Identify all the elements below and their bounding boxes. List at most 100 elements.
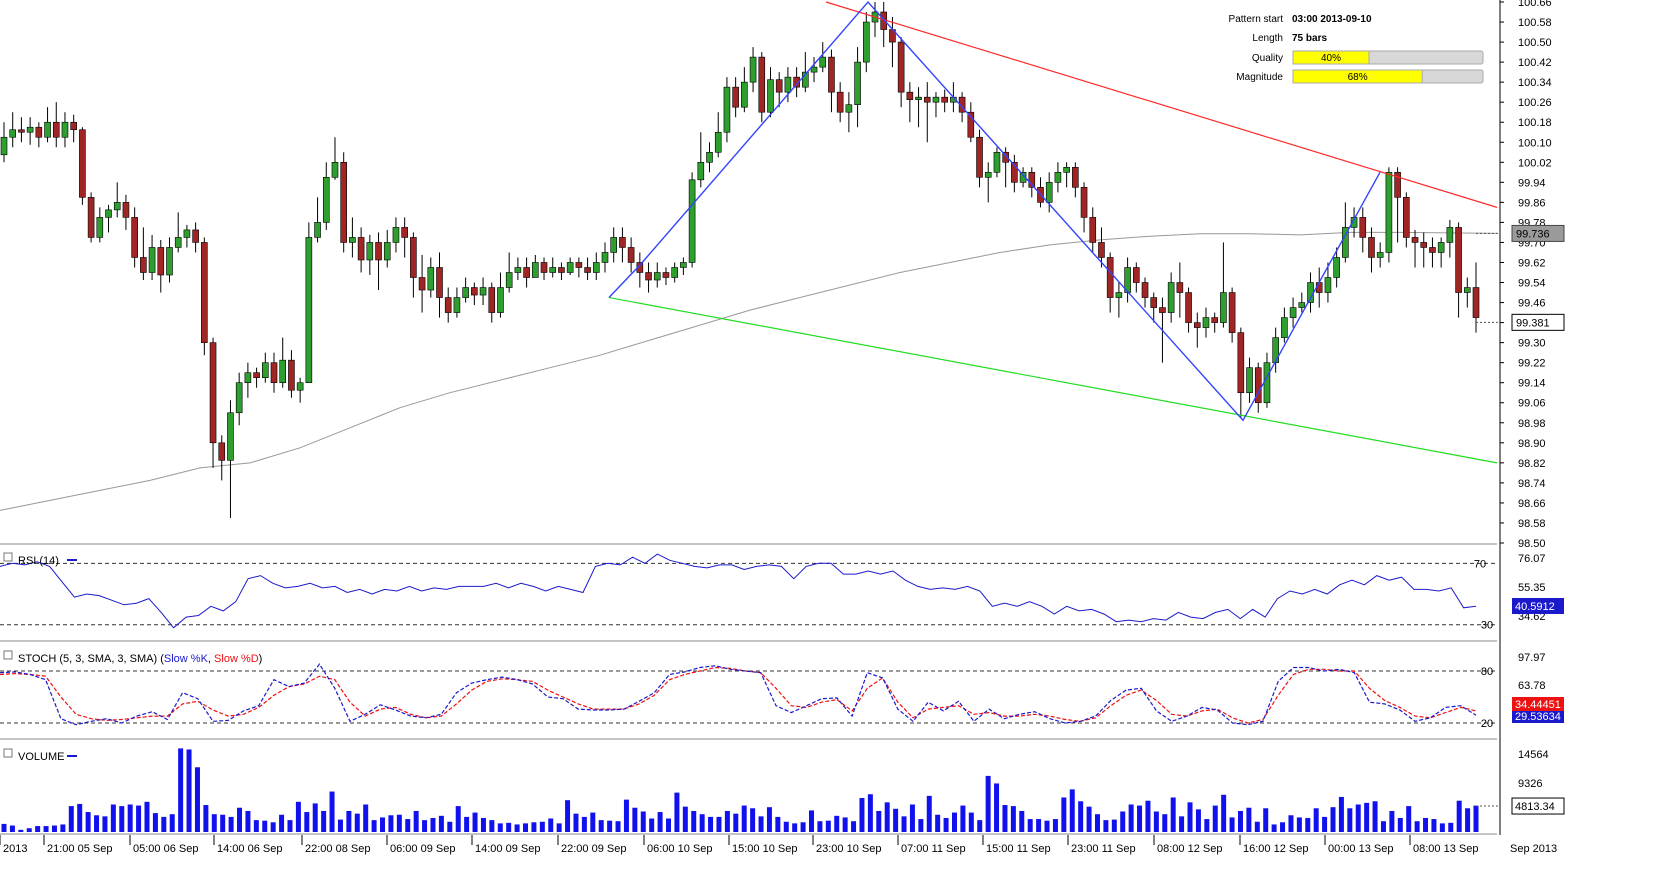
volume-bar <box>110 804 116 832</box>
candle <box>0 122 8 163</box>
bearish-candle-body <box>1159 307 1166 313</box>
price-tick-label: 99.86 <box>1518 197 1546 209</box>
volume-bar <box>1364 802 1370 832</box>
bullish-candle-body <box>427 267 435 291</box>
volume-bar <box>1052 819 1058 832</box>
bullish-candle-body <box>1307 282 1314 303</box>
candle <box>70 114 77 143</box>
candle <box>741 67 748 113</box>
volume-bar <box>766 807 772 832</box>
rsi-line <box>0 553 1477 629</box>
volume-bar <box>1120 811 1126 832</box>
candle <box>584 257 591 281</box>
candle <box>1185 287 1192 333</box>
volume-bar <box>455 806 461 832</box>
volume-bar <box>1330 807 1336 832</box>
candle <box>1429 237 1436 268</box>
candle <box>105 204 112 233</box>
candle <box>758 52 766 123</box>
candle <box>1246 357 1253 403</box>
candle <box>488 282 496 323</box>
candle <box>1455 222 1462 318</box>
candle <box>427 257 435 298</box>
bearish-candle-body <box>1237 332 1245 394</box>
volume-bar <box>834 815 840 832</box>
stoch-legend-k: Slow %K <box>164 653 209 665</box>
candle <box>671 262 678 283</box>
volume-bar <box>1044 820 1050 832</box>
volume-bar <box>472 812 478 832</box>
volume-bar <box>1355 804 1361 832</box>
ma-value-box <box>1511 224 1565 242</box>
candle <box>592 252 600 281</box>
bullish-candle-body <box>1463 287 1471 293</box>
candle <box>1472 262 1480 333</box>
bearish-candle-body <box>375 242 382 261</box>
bullish-candle-body <box>349 237 356 243</box>
candle <box>1394 167 1401 243</box>
volume-bar <box>51 825 57 832</box>
bullish-candle-body <box>1054 172 1062 183</box>
candle <box>183 224 191 248</box>
candle <box>601 242 609 273</box>
candle <box>1220 242 1227 328</box>
rsi-level-70-label: 70 <box>1474 558 1486 570</box>
bullish-candle-body <box>305 237 313 384</box>
volume-bar <box>295 801 301 832</box>
volume-bar <box>270 822 276 832</box>
bearish-candle-body <box>758 56 766 113</box>
volume-bar <box>531 822 537 832</box>
time-axis-label: 05:00 06 Sep <box>133 843 198 855</box>
volume-bar <box>119 806 125 832</box>
volume-bar <box>371 820 377 832</box>
candle <box>322 162 330 230</box>
bearish-candle-body <box>436 267 443 298</box>
candle <box>1411 229 1419 268</box>
candle <box>1463 277 1471 308</box>
candle <box>209 337 217 468</box>
volume-current-box <box>1511 797 1565 815</box>
bullish-candle-body <box>262 362 269 378</box>
bearish-candle-body <box>897 41 905 93</box>
bullish-candle-body <box>1324 277 1332 293</box>
bearish-candle-body <box>218 442 226 461</box>
candle <box>688 172 696 268</box>
volume-bar <box>859 798 865 832</box>
candle <box>235 372 243 426</box>
time-axis-label: 23:00 10 Sep <box>816 843 881 855</box>
candle <box>471 282 478 306</box>
time-axis-label: 08:00 13 Sep <box>1413 843 1478 855</box>
bearish-candle-body <box>906 91 914 100</box>
candle <box>314 197 321 243</box>
candle <box>575 257 583 278</box>
bullish-candle-body <box>1376 252 1384 258</box>
candle <box>1167 272 1175 323</box>
candle <box>1106 252 1114 313</box>
bullish-candle-body <box>601 252 609 263</box>
candle <box>61 112 69 148</box>
bullish-candle-body <box>1272 337 1279 363</box>
volume-bar <box>1414 821 1420 832</box>
volume-bar <box>977 820 983 832</box>
bearish-candle-body <box>1429 247 1436 253</box>
bullish-candle-body <box>44 121 51 138</box>
candle <box>1289 297 1297 328</box>
volume-bar <box>590 812 596 832</box>
time-axis-label: 06:00 10 Sep <box>647 843 712 855</box>
volume-bar <box>422 820 428 832</box>
bullish-candle-body <box>366 242 374 261</box>
volume-bar <box>741 805 747 832</box>
volume-bar <box>985 775 991 832</box>
bearish-candle-body <box>1228 292 1236 333</box>
candle <box>479 277 487 306</box>
bullish-candle-body <box>854 61 861 105</box>
volume-bar <box>893 808 899 832</box>
volume-bar <box>851 821 857 832</box>
bullish-candle-body <box>227 412 234 461</box>
bullish-candle-body <box>810 66 818 73</box>
volume-bar <box>716 816 722 832</box>
bearish-candle-body <box>410 237 417 278</box>
volume-bar <box>842 817 848 832</box>
candle <box>967 102 975 143</box>
candle <box>984 162 992 203</box>
